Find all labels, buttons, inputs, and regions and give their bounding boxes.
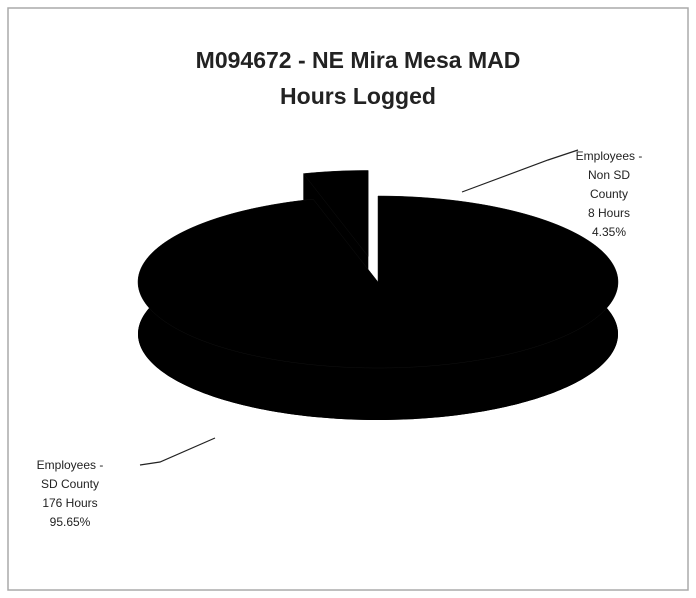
category-label: Employees - Non SD County [575, 149, 643, 201]
category-label: Employees - SD County [36, 458, 104, 491]
slice-top [302, 170, 369, 258]
chart-title: M094672 - NE Mira Mesa MAD [196, 47, 521, 73]
pie [137, 170, 619, 420]
percent-label: 4.35% [591, 225, 627, 239]
data-label: Employees - SD County 176 Hours 95.65% [30, 456, 110, 532]
percent-label: 95.65% [49, 515, 91, 529]
leader-line [461, 149, 579, 193]
hours-label: 8 Hours [587, 206, 631, 220]
hours-label: 176 Hours [42, 496, 98, 510]
chart-title: Hours Logged [280, 83, 436, 109]
data-label: Employees - Non SD County 8 Hours 4.35% [570, 147, 648, 242]
slice-top [137, 195, 619, 369]
leader-line [139, 437, 216, 466]
pie-slice [137, 195, 619, 420]
